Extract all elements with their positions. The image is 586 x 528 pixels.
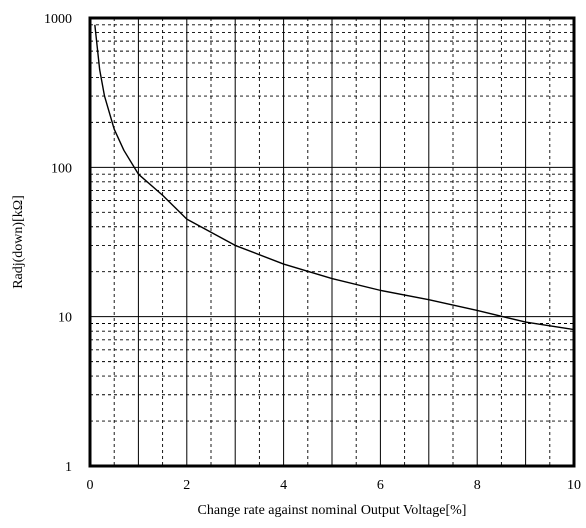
x-tick-label: 2 — [183, 478, 190, 493]
x-tick-label: 6 — [377, 478, 384, 493]
grid-layer — [90, 18, 574, 466]
y-tick-label: 1 — [65, 460, 72, 475]
y-tick-label: 100 — [51, 161, 72, 176]
y-tick-label: 1000 — [44, 12, 72, 27]
tick-layer: 0 2 4 6 8 10 1 10 100 1000 — [44, 12, 581, 493]
y-axis-label: Radj(down)[kΩ] — [11, 195, 26, 289]
x-tick-label: 0 — [87, 478, 94, 493]
x-tick-label: 10 — [567, 478, 581, 493]
series-line — [94, 24, 575, 331]
x-tick-label: 8 — [474, 478, 481, 493]
plot-frame — [88, 16, 576, 468]
x-tick-label: 4 — [280, 478, 287, 493]
y-tick-label: 10 — [58, 311, 72, 326]
x-axis-label: Change rate against nominal Output Volta… — [198, 503, 467, 518]
series-layer — [94, 24, 575, 331]
